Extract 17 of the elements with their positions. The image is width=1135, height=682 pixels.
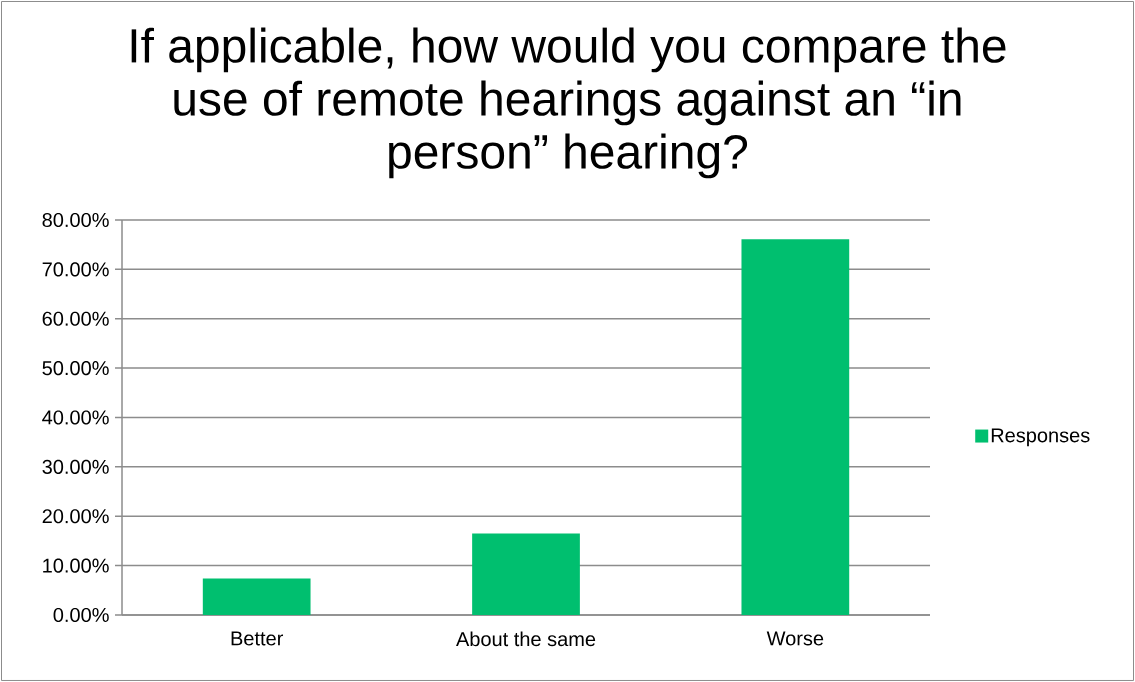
y-tick-label: 50.00% xyxy=(42,361,109,376)
x-tick-label: Worse xyxy=(766,631,824,646)
y-tick-label: 0.00% xyxy=(53,607,109,623)
y-tick-label: 70.00% xyxy=(42,262,109,277)
x-tick-label: About the same xyxy=(456,631,596,647)
x-tick-label: Better xyxy=(231,631,284,646)
chart-title: If applicable, how would you compare the use of remote hearings against an “in person” hearing? xyxy=(131,27,1006,179)
bar xyxy=(472,533,580,615)
y-tick-label: 60.00% xyxy=(42,311,109,326)
bar xyxy=(202,578,311,615)
y-tick-label: 40.00% xyxy=(42,410,109,425)
y-tick-label: 80.00% xyxy=(42,212,109,228)
y-tick-label: 10.00% xyxy=(43,558,109,573)
y-tick-label: 30.00% xyxy=(42,459,109,474)
y-tick-label: 20.00% xyxy=(42,509,109,524)
bar xyxy=(741,239,850,615)
legend-label: Responses xyxy=(991,428,1090,447)
